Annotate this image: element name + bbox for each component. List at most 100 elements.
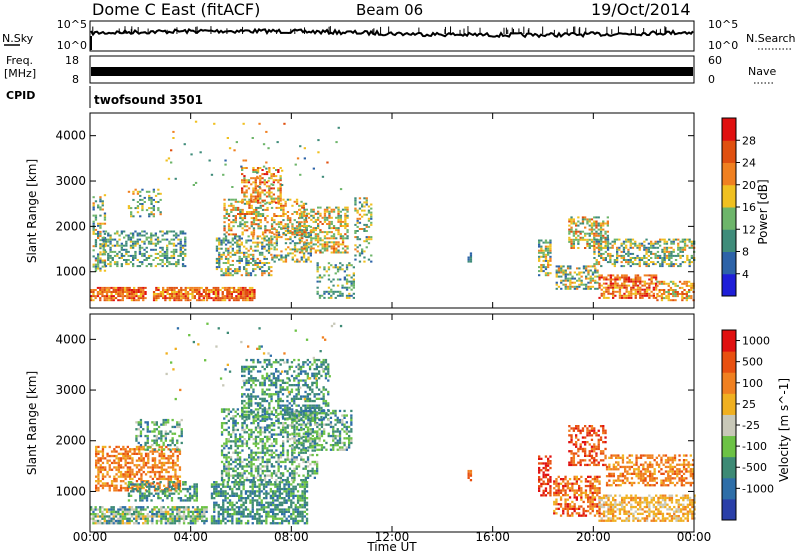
- velocity-cell: [299, 485, 302, 488]
- power-cell: [129, 254, 133, 257]
- velocity-cell: [213, 522, 216, 525]
- power-cell: [132, 232, 135, 235]
- power-cell: [184, 236, 187, 239]
- power-cell: [326, 243, 329, 246]
- velocity-cell: [95, 450, 98, 453]
- power-cell: [110, 286, 113, 289]
- power-cell: [350, 264, 353, 267]
- velocity-cell: [203, 506, 206, 509]
- power-cell: [90, 295, 93, 298]
- velocity-cell: [113, 454, 116, 458]
- velocity-cell: [303, 485, 306, 488]
- velocity-cell: [182, 481, 185, 484]
- power-cell: [159, 246, 162, 249]
- velocity-cell: [153, 489, 157, 492]
- power-cell: [304, 219, 308, 222]
- power-cell: [319, 212, 322, 215]
- velocity-cell: [148, 492, 151, 495]
- power-cell: [166, 297, 169, 300]
- power-cell: [254, 179, 257, 182]
- velocity-cell: [146, 428, 149, 431]
- power-cell: [318, 280, 322, 283]
- velocity-cell: [170, 499, 174, 502]
- power-cell: [217, 293, 220, 295]
- power-cell: [677, 238, 680, 241]
- power-cell: [263, 270, 266, 273]
- power-cell: [198, 295, 201, 298]
- velocity-cell: [126, 457, 129, 460]
- power-cell: [295, 225, 299, 228]
- power-cell: [350, 276, 353, 279]
- velocity-cell: [267, 481, 270, 484]
- velocity-cell: [203, 515, 206, 518]
- power-cell: [305, 212, 308, 215]
- velocity-cell: [249, 501, 252, 504]
- velocity-cell: [146, 423, 149, 426]
- power-cell: [665, 242, 669, 245]
- velocity-cell: [287, 483, 291, 486]
- power-cell: [686, 244, 689, 247]
- velocity-cell: [303, 503, 306, 507]
- velocity-cell: [99, 459, 102, 462]
- power-cell: [630, 292, 633, 295]
- power-cell: [654, 242, 657, 245]
- power-cell: [572, 240, 575, 243]
- velocity-cell: [278, 510, 281, 513]
- velocity-cell: [119, 513, 122, 516]
- power-cell: [97, 230, 100, 233]
- power-cell: [141, 261, 144, 264]
- velocity-cell: [258, 485, 261, 488]
- velocity-cell: [151, 457, 154, 460]
- velocity-cell: [215, 519, 218, 523]
- power-cell: [265, 239, 268, 242]
- power-cell: [293, 230, 297, 232]
- velocity-cell: [139, 434, 143, 438]
- power-cell: [344, 212, 347, 215]
- power-cell: [179, 252, 182, 255]
- power-cell: [144, 293, 147, 295]
- power-cell: [245, 272, 248, 275]
- power-cell: [540, 249, 543, 252]
- power-cell: [275, 179, 278, 182]
- power-cell: [623, 286, 626, 289]
- power-cell: [593, 263, 596, 266]
- power-cell: [279, 175, 282, 178]
- velocity-cell: [283, 497, 286, 500]
- power-cell: [240, 274, 243, 277]
- velocity-cell: [128, 513, 131, 516]
- power-cell: [229, 251, 232, 254]
- power-cell: [298, 234, 301, 237]
- power-cell: [291, 258, 294, 261]
- velocity-cell: [260, 508, 263, 511]
- velocity-cell: [195, 483, 198, 486]
- power-cell: [629, 244, 632, 247]
- velocity-cell: [142, 459, 145, 462]
- velocity-cell: [132, 490, 135, 493]
- velocity-cell: [144, 519, 147, 523]
- power-cell: [291, 228, 294, 230]
- velocity-cell: [225, 428, 228, 432]
- power-cell: [166, 238, 169, 241]
- power-cell: [573, 277, 576, 280]
- power-cell: [293, 246, 297, 249]
- power-cell: [249, 253, 253, 256]
- velocity-cell: [226, 481, 229, 484]
- velocity-cell: [227, 431, 230, 434]
- velocity-cell: [292, 501, 295, 504]
- velocity-cell: [186, 497, 189, 500]
- power-cell: [639, 286, 642, 289]
- power-cell: [293, 242, 297, 245]
- power-cell: [287, 232, 290, 234]
- power-cell: [263, 239, 266, 242]
- power-cell: [549, 264, 552, 266]
- velocity-cell: [222, 501, 225, 504]
- power-cell: [191, 286, 194, 289]
- power-cell: [656, 280, 659, 283]
- velocity-cell: [228, 501, 232, 504]
- velocity-cell: [186, 487, 189, 491]
- power-cell: [232, 233, 235, 236]
- power-cell: [674, 238, 678, 241]
- velocity-cell: [182, 513, 186, 516]
- velocity-cell: [150, 492, 153, 495]
- velocity-cell: [141, 485, 144, 488]
